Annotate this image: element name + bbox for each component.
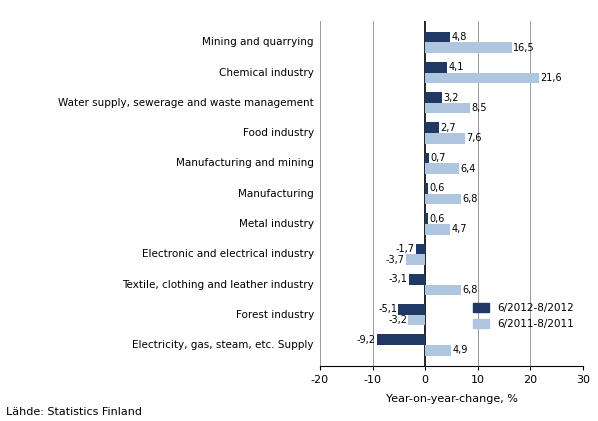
Text: -1,7: -1,7 — [396, 244, 415, 254]
Bar — [425, 163, 459, 174]
Bar — [425, 72, 539, 83]
Bar — [398, 304, 425, 315]
Bar — [425, 123, 440, 133]
X-axis label: Year-on-year-change, %: Year-on-year-change, % — [386, 394, 517, 404]
Text: 6,8: 6,8 — [462, 285, 478, 295]
Text: 21,6: 21,6 — [540, 73, 562, 83]
Bar — [425, 213, 428, 224]
Bar — [377, 334, 425, 345]
Text: 0,6: 0,6 — [429, 213, 445, 224]
Bar — [416, 244, 425, 254]
Text: 8,5: 8,5 — [471, 103, 487, 113]
Text: Manufacturing and mining: Manufacturing and mining — [176, 158, 314, 168]
Bar — [425, 62, 447, 72]
Text: 0,7: 0,7 — [430, 153, 446, 163]
Text: Metal industry: Metal industry — [239, 219, 314, 229]
Bar — [425, 153, 429, 163]
Bar — [425, 133, 465, 144]
Text: -5,1: -5,1 — [378, 304, 397, 314]
Text: -9,2: -9,2 — [356, 335, 376, 345]
Text: Water supply, sewerage and waste management: Water supply, sewerage and waste managem… — [58, 98, 314, 108]
Text: 4,8: 4,8 — [451, 32, 467, 42]
Text: Chemical industry: Chemical industry — [219, 67, 314, 77]
Text: Electronic and electrical industry: Electronic and electrical industry — [142, 249, 314, 259]
Text: -3,7: -3,7 — [385, 255, 404, 264]
Bar — [409, 274, 425, 285]
Text: 4,1: 4,1 — [448, 62, 463, 72]
Text: -3,1: -3,1 — [389, 274, 408, 284]
Text: Lähde: Statistics Finland: Lähde: Statistics Finland — [6, 407, 142, 417]
Text: 4,7: 4,7 — [451, 224, 466, 234]
Bar — [408, 315, 425, 325]
Text: -3,2: -3,2 — [388, 315, 407, 325]
Legend: 6/2012-8/2012, 6/2011-8/2011: 6/2012-8/2012, 6/2011-8/2011 — [469, 299, 578, 333]
Text: 0,6: 0,6 — [429, 184, 445, 193]
Bar — [425, 345, 451, 356]
Text: Forest industry: Forest industry — [236, 310, 314, 320]
Text: 4,9: 4,9 — [452, 345, 468, 355]
Bar — [425, 103, 470, 113]
Text: Food industry: Food industry — [243, 128, 314, 138]
Text: 3,2: 3,2 — [443, 93, 459, 102]
Text: Electricity, gas, steam, etc. Supply: Electricity, gas, steam, etc. Supply — [132, 340, 314, 350]
Text: 2,7: 2,7 — [441, 123, 456, 133]
Text: Manufacturing: Manufacturing — [238, 189, 314, 199]
Bar — [405, 254, 425, 265]
Text: 6,8: 6,8 — [462, 194, 478, 204]
Bar — [425, 92, 442, 103]
Bar — [425, 224, 450, 234]
Bar — [425, 42, 512, 53]
Text: 16,5: 16,5 — [513, 43, 535, 53]
Text: 6,4: 6,4 — [460, 164, 475, 174]
Bar — [425, 285, 461, 295]
Text: 7,6: 7,6 — [466, 133, 482, 144]
Bar — [425, 194, 461, 204]
Text: Textile, clothing and leather industry: Textile, clothing and leather industry — [122, 280, 314, 290]
Bar — [425, 32, 450, 42]
Text: Mining and quarrying: Mining and quarrying — [203, 37, 314, 47]
Bar — [425, 183, 428, 194]
